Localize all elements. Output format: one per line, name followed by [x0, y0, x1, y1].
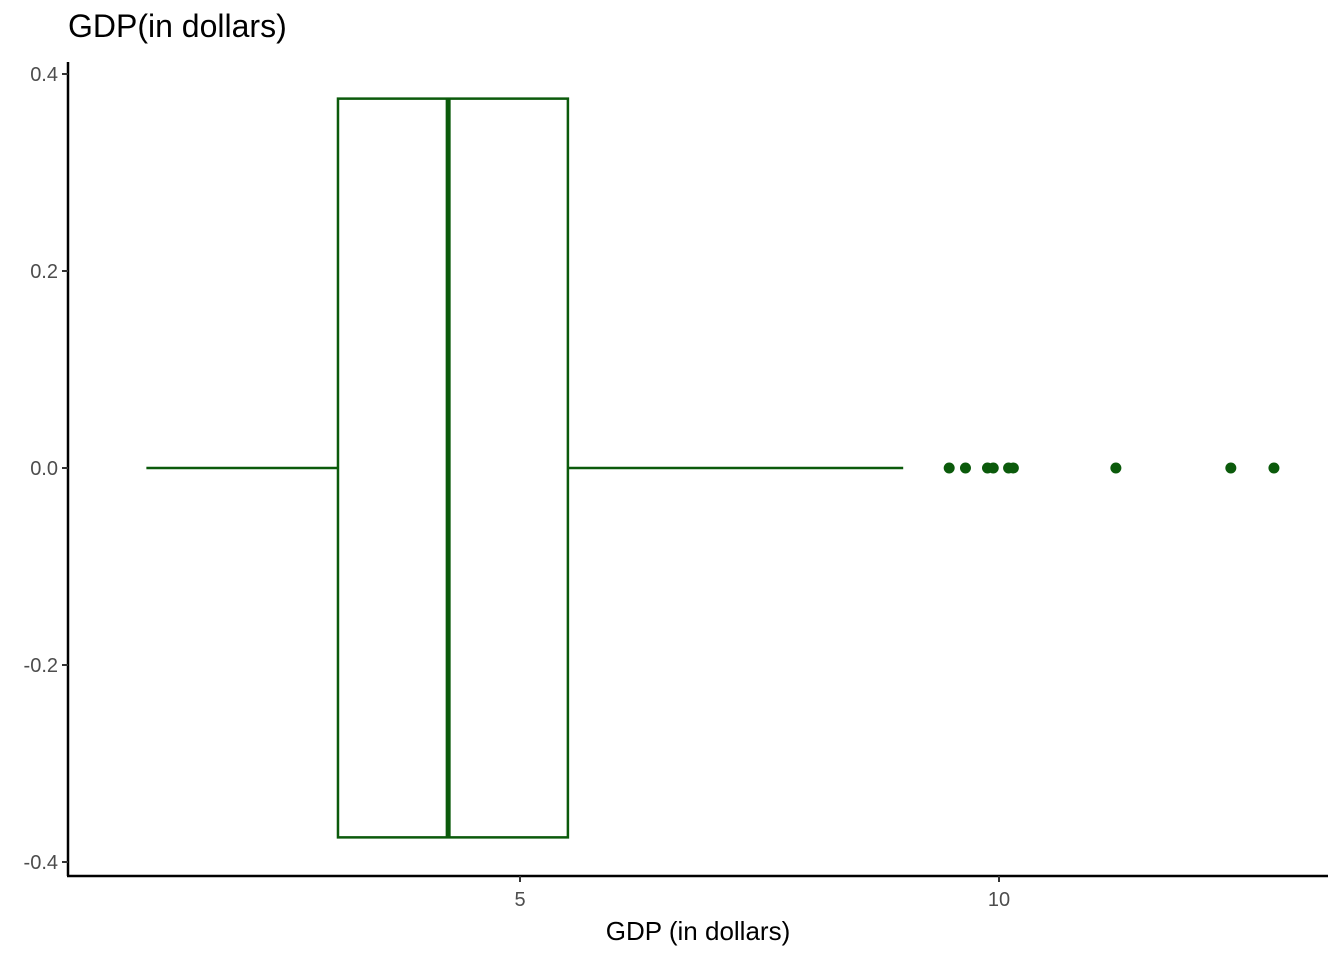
y-tick-label: -0.2 — [24, 655, 58, 677]
outlier-point — [1110, 462, 1122, 474]
axes: 0.4 0.2 0.0 -0.2 -0.4 5 10 — [24, 62, 1328, 911]
iqr-box — [336, 97, 570, 839]
y-tick-label: 0.2 — [30, 261, 58, 283]
outlier-point — [959, 462, 971, 474]
y-tick-label: 0.0 — [30, 458, 58, 480]
y-tick-label: -0.4 — [24, 852, 58, 874]
outlier-point — [987, 462, 999, 474]
chart-title: GDP(in dollars) — [68, 8, 287, 44]
y-tick-label: 0.4 — [30, 64, 58, 86]
outlier-point — [943, 462, 955, 474]
plot-area — [146, 97, 1280, 839]
outlier-point — [1007, 462, 1019, 474]
outlier-point — [1225, 462, 1237, 474]
x-axis-title: GDP (in dollars) — [606, 916, 790, 946]
x-tick-label: 10 — [988, 889, 1010, 911]
x-tick-label: 5 — [514, 889, 525, 911]
outlier-point — [1268, 462, 1280, 474]
